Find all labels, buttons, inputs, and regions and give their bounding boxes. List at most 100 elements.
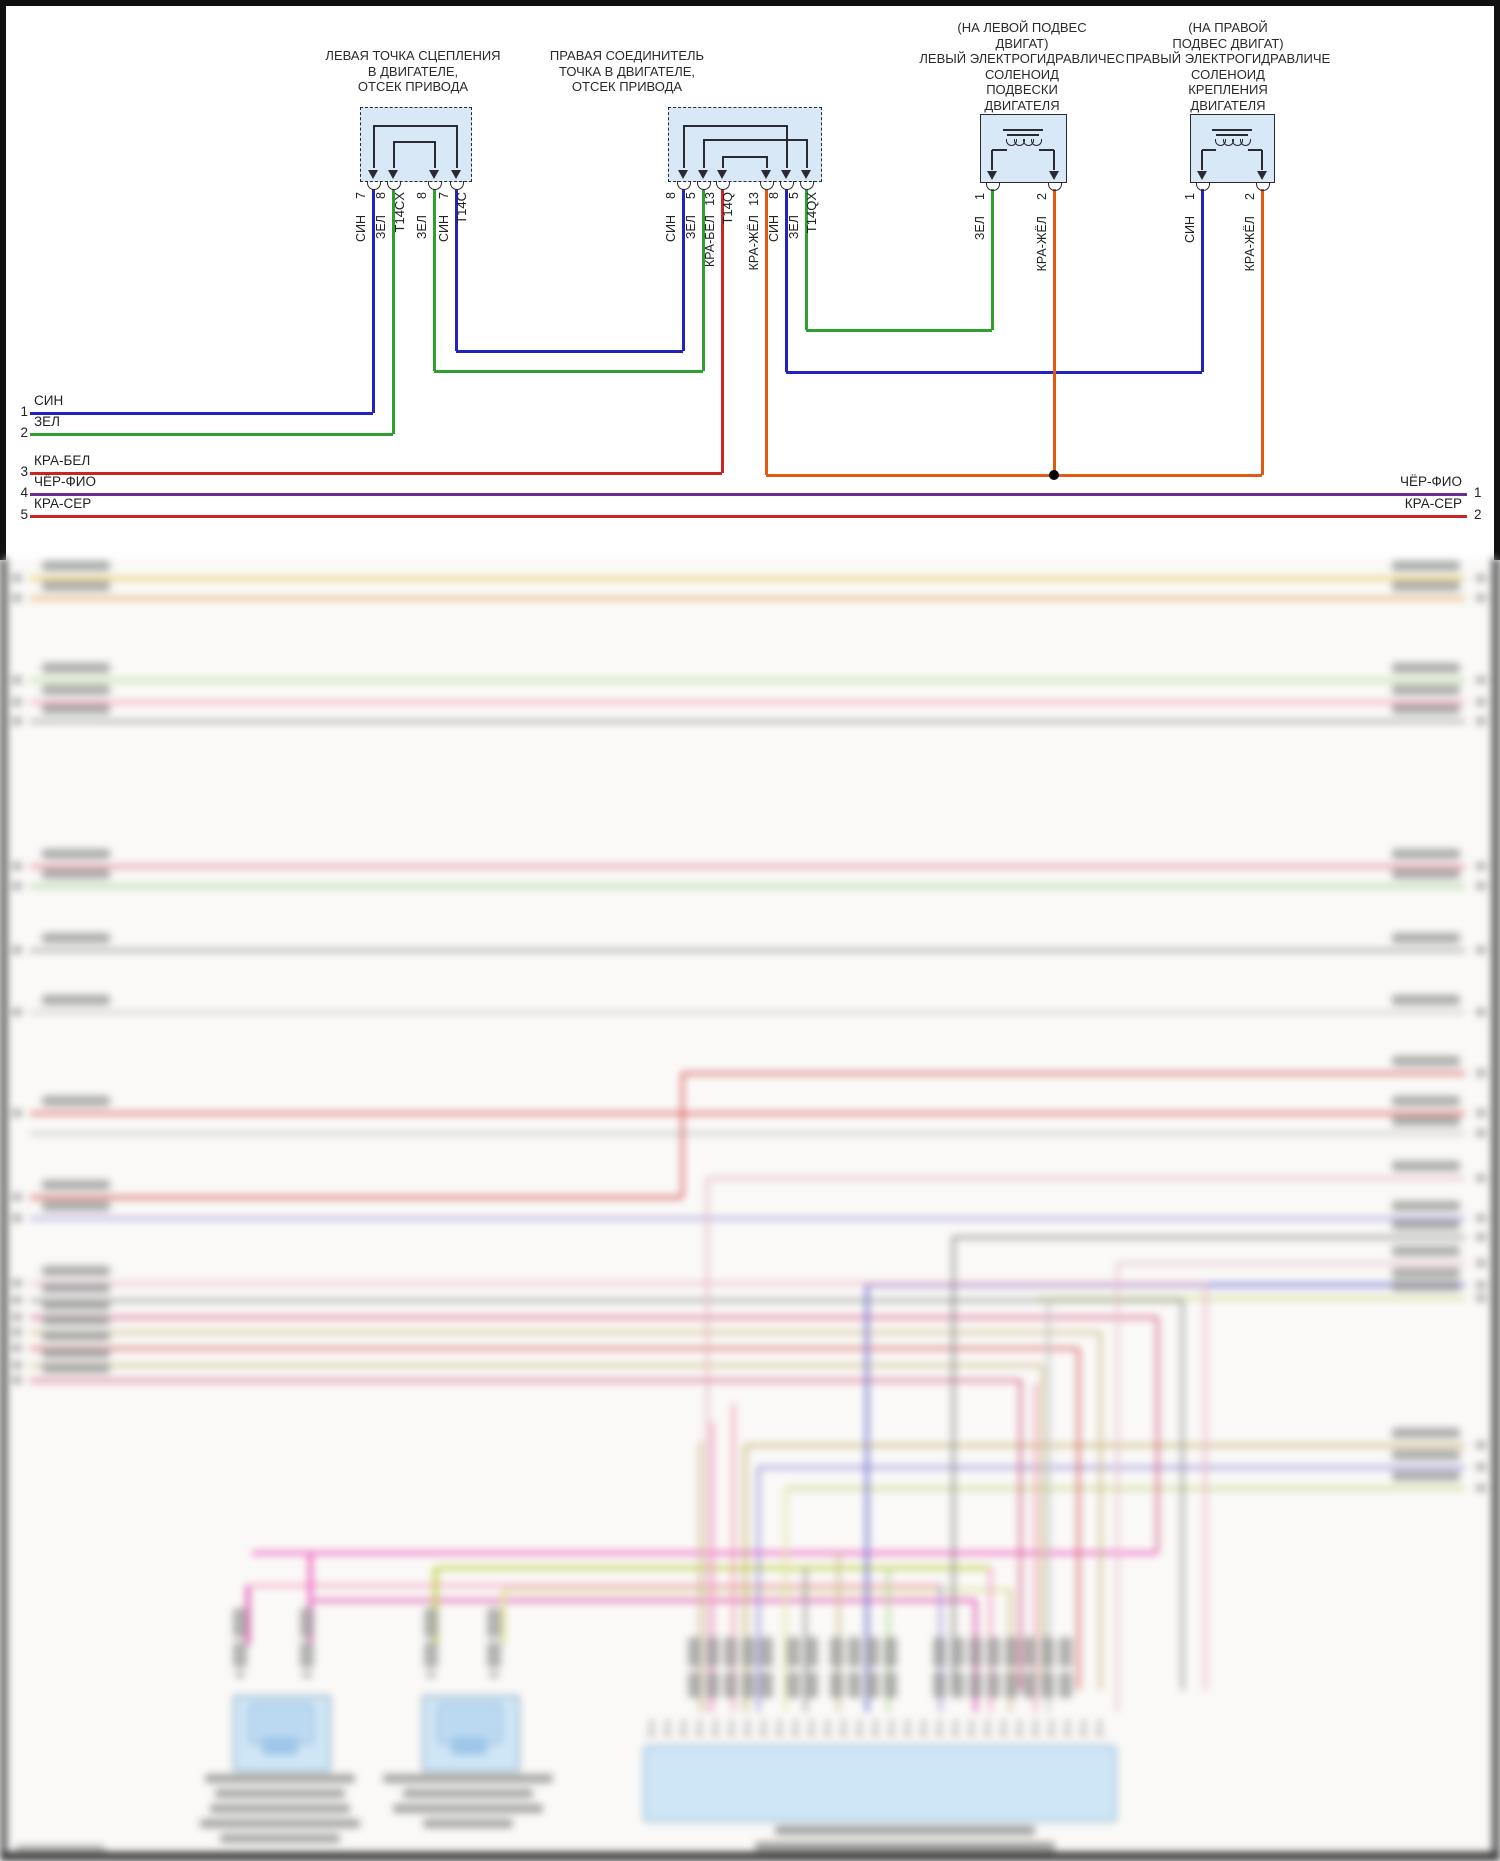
wire-row-number: 2 [20, 425, 28, 440]
solenoid-lead [1053, 150, 1055, 170]
blurred-wire [953, 1235, 1465, 1239]
blurred-text [12, 1328, 22, 1336]
blurred-text [424, 1642, 438, 1668]
wire-blue [681, 189, 685, 351]
pin-terminal-icon [677, 181, 691, 190]
blurred-wire [785, 1486, 1465, 1490]
blurred-wire [30, 719, 1465, 723]
blurred-wire [1155, 1317, 1159, 1553]
blurred-schematic-section [0, 558, 1500, 1861]
wire-color-label: КРА-ЖЁЛ [747, 215, 761, 271]
right-splice-label: ПРАВАЯ СОЕДИНИТЕЛЬ ТОЧКА В ДВИГАТЕЛЕ, ОТ… [549, 48, 705, 94]
blurred-text [12, 1344, 22, 1352]
blurred-wire [30, 1363, 1042, 1367]
blurred-wire [743, 1445, 747, 1712]
blurred-wire [246, 1585, 250, 1645]
left-splice-label: ЛЕВАЯ ТОЧКА СЦЕПЛЕНИЯ В ДВИГАТЕЛЕ, ОТСЕК… [325, 48, 501, 94]
pin-number: 8 [767, 192, 781, 199]
blurred-text [205, 1774, 355, 1783]
pin-terminal-icon [986, 182, 1000, 191]
blurred-text [714, 1719, 717, 1731]
blurred-text [650, 1719, 653, 1731]
blurred-text [760, 1637, 773, 1667]
blurred-wire [758, 1465, 1465, 1469]
blurred-text [968, 1732, 975, 1736]
wire-color-label: ЗЕЛ [374, 215, 388, 240]
blurred-text [728, 1732, 735, 1736]
wire-row-number: 5 [20, 507, 28, 522]
wire-color-label: СИН [767, 215, 781, 243]
blurred-text [866, 1672, 879, 1698]
pin-terminal-icon [1256, 182, 1270, 191]
wire-color-label: ЗЕЛ [787, 215, 801, 240]
wire-orange [1052, 189, 1056, 475]
blurred-text [904, 1732, 911, 1736]
jumper-wire [806, 139, 808, 168]
blurred-text [848, 1637, 861, 1667]
blurred-text [1392, 1220, 1460, 1230]
blurred-text [755, 1842, 1055, 1851]
blurred-wire [307, 1553, 313, 1645]
jumper-wire [393, 141, 395, 168]
blurred-wire [1180, 1300, 1184, 1690]
pin-arrow-icon [987, 171, 997, 180]
blurred-text [787, 1637, 800, 1667]
wire-color-label: СИН [437, 215, 451, 243]
blurred-text [808, 1732, 815, 1736]
blurred-text [938, 1719, 941, 1731]
blurred-text [200, 1819, 360, 1828]
right-solenoid-label: (НА ПРАВОЙ ПОДВЕС ДВИГАТ) ПРАВЫЙ ЭЛЕКТРО… [1125, 20, 1331, 113]
blurred-wire [314, 1598, 975, 1602]
blurred-text [42, 1201, 110, 1211]
pin-arrow-icon [717, 170, 727, 179]
blurred-text [42, 995, 110, 1005]
wire-color-label: ЗЕЛ [973, 216, 987, 241]
wire-green [990, 189, 994, 330]
pin-arrow-icon [698, 170, 708, 179]
wire-row-number: 1 [1474, 485, 1482, 500]
solenoid-lead [1202, 149, 1216, 151]
pin-arrow-icon [368, 170, 378, 179]
blurred-text [824, 1732, 831, 1736]
wire-orange [1260, 189, 1264, 475]
wire-green [434, 369, 703, 373]
takeout-code: T14C [454, 192, 469, 224]
blurred-text [1476, 1233, 1486, 1241]
left-solenoid-label: (НА ЛЕВОЙ ПОДВЕС ДВИГАТ) ЛЕВЫЙ ЭЛЕКТРОГИ… [919, 20, 1125, 113]
blurred-text [1392, 704, 1460, 714]
blurred-wire [1098, 1332, 1102, 1690]
blurred-text [1080, 1732, 1087, 1736]
blurred-text [15, 1845, 105, 1853]
blurred-text [233, 1608, 247, 1638]
blurred-wire [867, 1283, 1465, 1287]
blurred-text [1041, 1672, 1054, 1698]
blurred-text [951, 1637, 964, 1667]
blurred-text [760, 1732, 767, 1736]
blurred-text [12, 1376, 22, 1384]
blurred-text [1096, 1732, 1103, 1736]
blurred-text [984, 1732, 991, 1736]
pin-number: 5 [787, 192, 801, 199]
blurred-text [1392, 1116, 1460, 1126]
blurred-text [1000, 1732, 1007, 1736]
pin-number: 2 [1035, 193, 1049, 200]
blurred-wire [30, 1111, 1465, 1115]
blurred-text [680, 1732, 687, 1736]
wire-color-label: КРА-ЖЁЛ [1243, 216, 1257, 272]
blurred-text [12, 882, 22, 890]
frame-left-blur [0, 558, 7, 1861]
pin-arrow-icon [1257, 171, 1267, 180]
blurred-text [787, 1672, 800, 1698]
wire-color-label: СИН [1183, 216, 1197, 244]
wire-blue [786, 370, 1202, 374]
takeout-code: T14Q [720, 192, 735, 225]
blurred-connector-strip [643, 1745, 1117, 1822]
wire-green [432, 189, 436, 371]
pin-terminal-icon [387, 181, 401, 190]
blurred-text [952, 1732, 959, 1736]
wire-color-label: КРА-ЖЁЛ [1035, 216, 1049, 272]
wire-color-label: ЗЕЛ [415, 215, 429, 240]
blurred-text [1476, 574, 1486, 582]
pin-number: 13 [747, 192, 761, 206]
